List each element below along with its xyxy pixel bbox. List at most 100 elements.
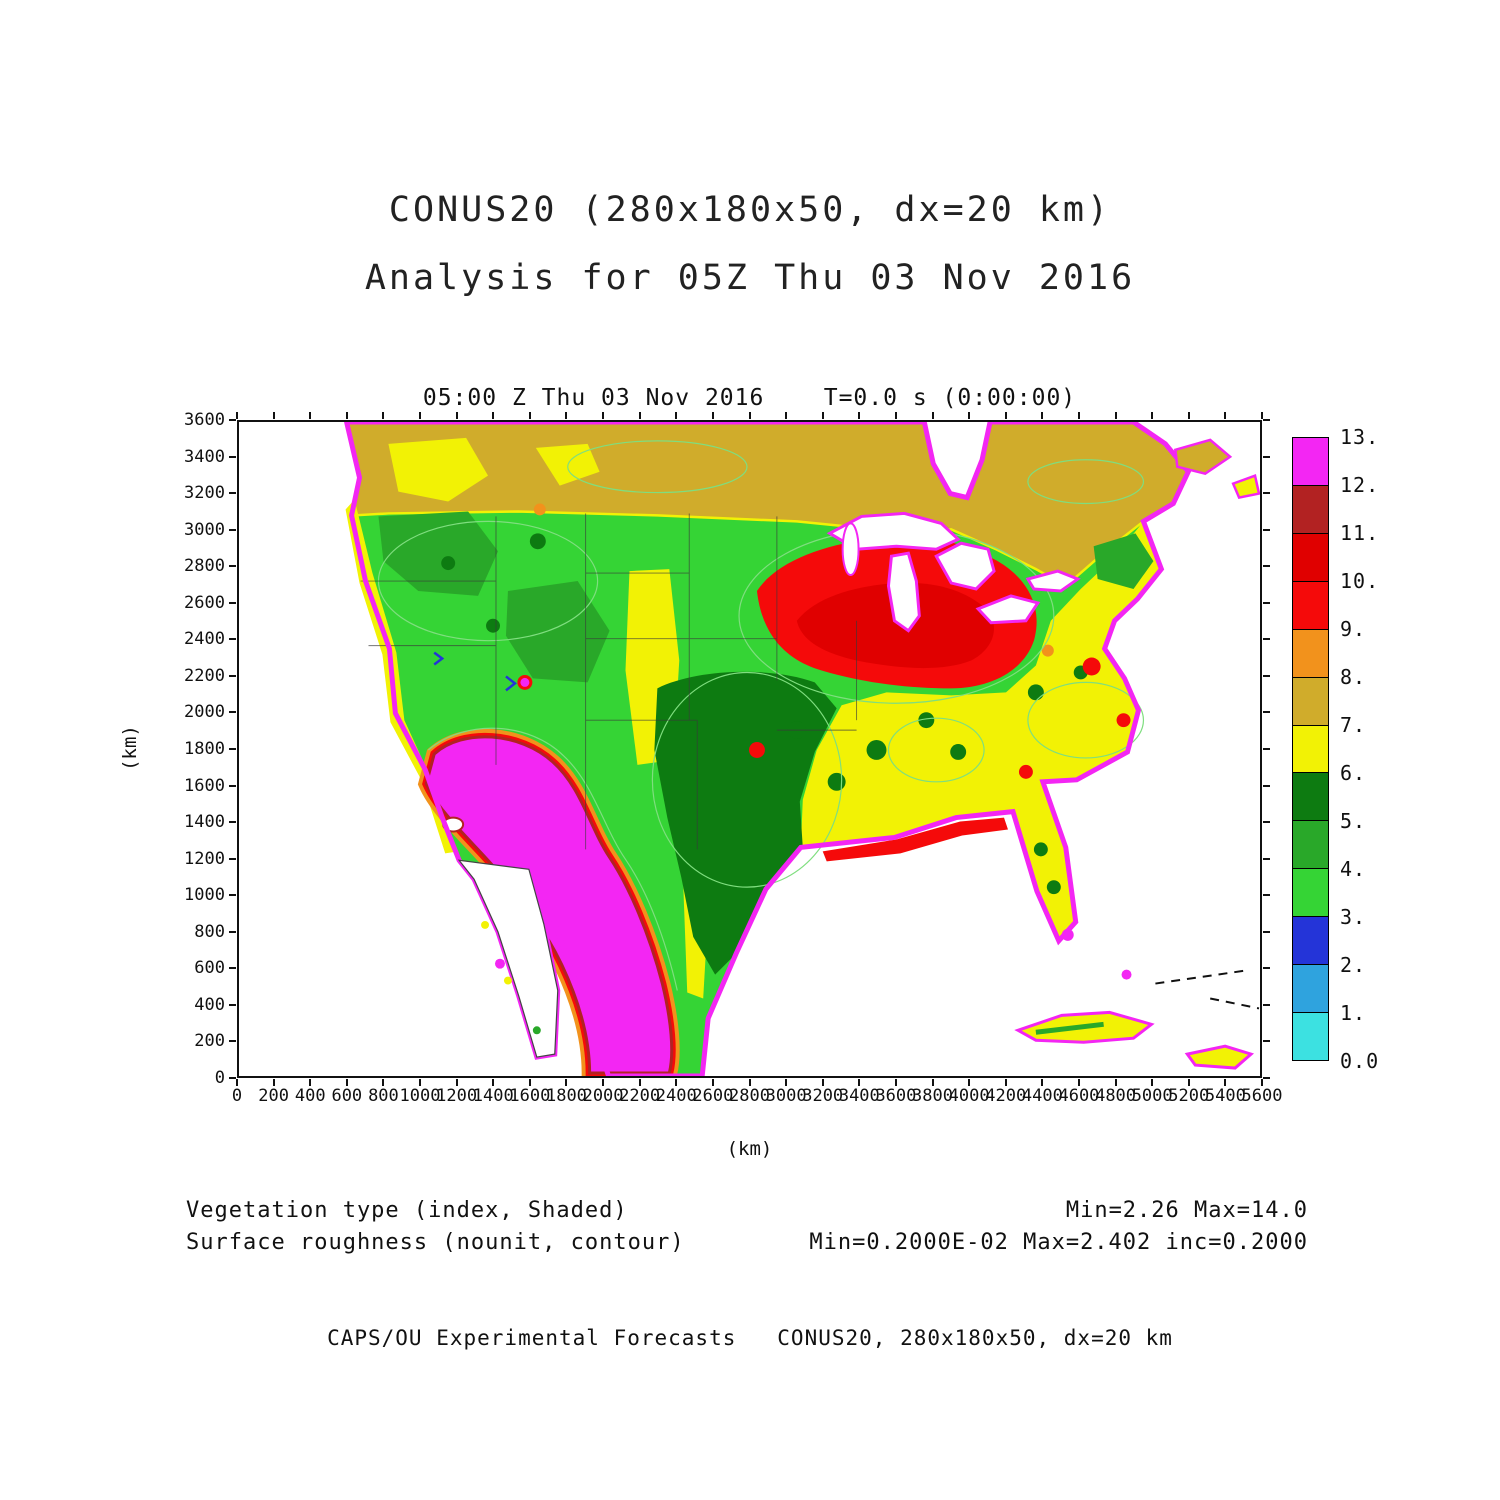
state-borders (360, 513, 858, 850)
x-tick-mark (711, 412, 714, 419)
map-plot-area (237, 420, 1262, 1078)
x-tick-mark (748, 1079, 751, 1086)
y-tick-mark (1263, 857, 1270, 860)
y-tick-mark (1263, 565, 1270, 568)
y-tick-mark (229, 821, 236, 824)
x-tick-label: 2000 (582, 1086, 624, 1106)
colorbar-cell (1292, 820, 1329, 870)
x-tick-label: 800 (368, 1086, 399, 1106)
x-tick-mark (894, 1079, 897, 1086)
rockies-green-patch (505, 581, 610, 683)
canada-yellow-patch-1 (388, 437, 489, 502)
x-tick-mark (821, 412, 824, 419)
colorbar-label: 6. (1340, 761, 1367, 785)
x-tick-mark (419, 1079, 422, 1086)
contour-field-stats: Min=0.2000E-02 Max=2.402 inc=0.2000 (809, 1230, 1308, 1255)
conus-map (344, 422, 1260, 1076)
colorbar-cell (1292, 676, 1329, 726)
y-tick-mark (229, 1003, 236, 1006)
red-dots (533, 503, 1131, 779)
lake-ontario (1025, 569, 1081, 593)
colorbar-cell (1292, 580, 1329, 630)
x-tick-mark (638, 1079, 641, 1086)
legend-row-shaded: Vegetation type (index, Shaded) Min=2.26… (186, 1198, 1308, 1223)
x-tick-label: 5000 (1131, 1086, 1173, 1106)
y-tick-mark (1263, 419, 1270, 421)
plot-time-header: 05:00 Z Thu 03 Nov 2016 T=0.0 s (0:00:00… (422, 385, 1077, 411)
florida-tip-magenta-dot (1061, 928, 1074, 941)
y-tick-mark (229, 601, 236, 604)
x-tick-label: 4600 (1058, 1086, 1100, 1106)
bahamas-magenta-dot (1121, 969, 1132, 980)
colorbar (1292, 437, 1329, 1061)
y-tick-label: 1600 (184, 775, 225, 796)
x-tick-label: 5200 (1168, 1086, 1210, 1106)
y-tick-mark (1263, 748, 1270, 750)
y-tick-mark (1263, 1040, 1270, 1043)
colorbar-label: 5. (1340, 809, 1367, 833)
x-tick-mark (1077, 1079, 1080, 1086)
x-tick-label: 400 (294, 1086, 326, 1106)
y-tick-mark (229, 1077, 236, 1079)
blue-contour-mark-1 (505, 675, 517, 692)
x-tick-mark (1004, 412, 1007, 419)
x-tick-mark (711, 1079, 714, 1086)
colorbar-label: 10. (1340, 569, 1380, 593)
x-tick-label: 5400 (1204, 1086, 1246, 1106)
colorbar-label: 1. (1340, 1001, 1367, 1025)
x-tick-mark (968, 412, 971, 419)
shaded-field-stats: Min=2.26 Max=14.0 (1065, 1198, 1308, 1223)
colorbar-cell (1292, 772, 1329, 822)
x-tick-mark (1187, 412, 1190, 419)
y-tick-mark (1263, 455, 1270, 458)
y-tick-mark (1263, 784, 1270, 787)
northwest-green-patch (378, 511, 498, 596)
y-tick-label: 3400 (184, 446, 225, 467)
y-tick-mark (229, 492, 236, 495)
x-tick-mark (345, 1079, 348, 1086)
x-tick-mark (455, 1079, 458, 1086)
y-tick-mark (229, 1040, 236, 1043)
x-tick-mark (382, 412, 385, 419)
y-tick-label: 2800 (184, 556, 225, 577)
y-tick-label: 3200 (184, 483, 225, 504)
colorbar-cell (1292, 532, 1329, 582)
colorbar-label: 0.0 (1340, 1049, 1380, 1073)
x-tick-mark (565, 1079, 568, 1086)
y-tick-mark (229, 638, 236, 641)
y-tick-label: 2400 (184, 629, 225, 650)
cuba-green-interior (1035, 1021, 1104, 1035)
lake-superior (826, 511, 961, 551)
y-tick-label: 3000 (184, 519, 225, 540)
x-tick-label: 3200 (802, 1086, 844, 1106)
y-tick-label: 2200 (184, 665, 225, 686)
x-tick-mark (492, 412, 495, 419)
x-tick-mark (638, 412, 641, 419)
x-tick-mark (345, 412, 348, 419)
y-tick-label: 200 (194, 1031, 225, 1052)
shaded-field-label: Vegetation type (index, Shaded) (186, 1198, 628, 1223)
x-tick-label: 600 (331, 1086, 363, 1106)
x-tick-label: 4200 (985, 1086, 1027, 1106)
x-tick-mark (272, 1079, 275, 1086)
y-tick-mark (1263, 528, 1270, 531)
colorbar-cell (1292, 484, 1329, 534)
colorbar-label: 9. (1340, 617, 1367, 641)
y-tick-label: 1200 (184, 848, 225, 869)
x-tick-label: 4000 (948, 1086, 990, 1106)
x-tick-mark (382, 1079, 385, 1086)
y-tick-mark (229, 528, 236, 531)
gulf-coast-red-strip (822, 817, 1008, 862)
x-tick-mark (1151, 412, 1154, 419)
x-tick-label: 200 (258, 1086, 289, 1106)
baja-peninsula (457, 859, 559, 1058)
y-tick-mark (1263, 930, 1270, 933)
x-tick-mark (1041, 1079, 1044, 1086)
main-title-line1: CONUS20 (280x180x50, dx=20 km) (388, 190, 1112, 230)
colorbar-label: 2. (1340, 953, 1367, 977)
central-darkgreen-region (654, 671, 837, 975)
x-tick-mark (785, 412, 788, 419)
baja-yellow-dot-1 (503, 976, 512, 985)
y-tick-mark (1263, 674, 1270, 677)
